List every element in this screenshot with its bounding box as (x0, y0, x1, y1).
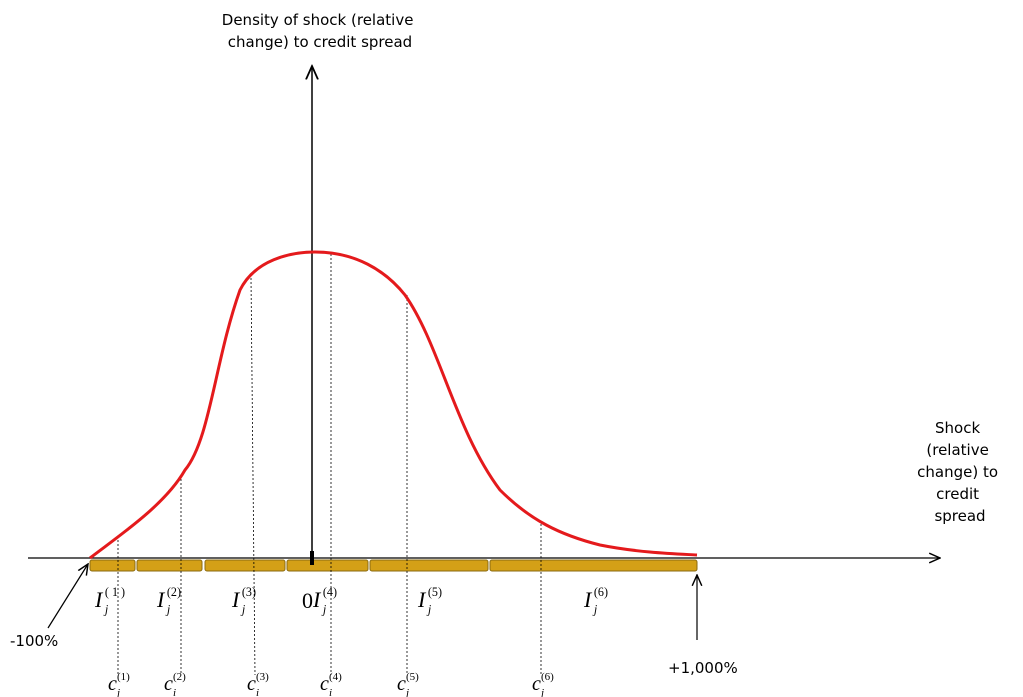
x-axis-label: Shock (relative change) to credit spread (917, 419, 1003, 525)
subscript: i (173, 687, 176, 697)
subscript: j (539, 687, 544, 697)
right-annotation: +1,000% (668, 659, 738, 677)
density-curve (89, 250, 698, 560)
subscript: j (321, 603, 327, 617)
superscript: (4) (329, 671, 342, 683)
subscript: j (404, 687, 409, 697)
superscript: (5) (406, 671, 419, 683)
symbol: c (247, 673, 256, 695)
symbol: I (312, 587, 322, 612)
cut-point-label: c i (2) (164, 671, 186, 697)
subscript: j (115, 687, 120, 697)
left-arrow (47, 564, 88, 629)
symbol: c (108, 673, 117, 695)
superscript: (2) (167, 585, 181, 599)
symbol: c (397, 673, 406, 695)
cut-point-label: c j (5) (397, 671, 419, 697)
superscript: (3) (242, 585, 256, 599)
cut-point-label: c j (6) (532, 671, 554, 697)
superscript: (6) (541, 671, 554, 683)
cut-point-label: c i (4) (320, 671, 342, 697)
symbol: I (94, 587, 104, 612)
superscript: ( 1 ) (105, 585, 125, 599)
superscript: (5) (428, 585, 442, 599)
symbol: I (231, 587, 241, 612)
symbol: c (164, 673, 173, 695)
subscript: j (240, 603, 246, 617)
symbol: c (532, 673, 541, 695)
cut-lines (117, 254, 542, 676)
cut-point-label: c j (1) (108, 671, 130, 697)
subscript: j (165, 603, 171, 617)
subscript: j (592, 603, 598, 617)
symbol: I (583, 587, 593, 612)
symbol: c (320, 673, 329, 695)
origin-tick (310, 551, 314, 565)
symbol: I (417, 587, 427, 612)
origin-label: 0 (302, 588, 313, 613)
superscript: (2) (173, 671, 186, 683)
subscript: j (426, 603, 432, 617)
superscript: (6) (594, 585, 608, 599)
subscript: i (329, 687, 332, 697)
left-annotation: -100% (10, 632, 58, 650)
superscript: (3) (256, 671, 269, 683)
symbol: I (156, 587, 166, 612)
subscript: i (256, 687, 259, 697)
cut-point-label: c i (3) (247, 671, 269, 697)
y-axis-label: Density of shock (relative change) to cr… (222, 11, 418, 51)
interval-bars (89, 559, 698, 572)
subscript: j (103, 603, 109, 617)
superscript: (1) (117, 671, 130, 683)
superscript: (4) (323, 585, 337, 599)
